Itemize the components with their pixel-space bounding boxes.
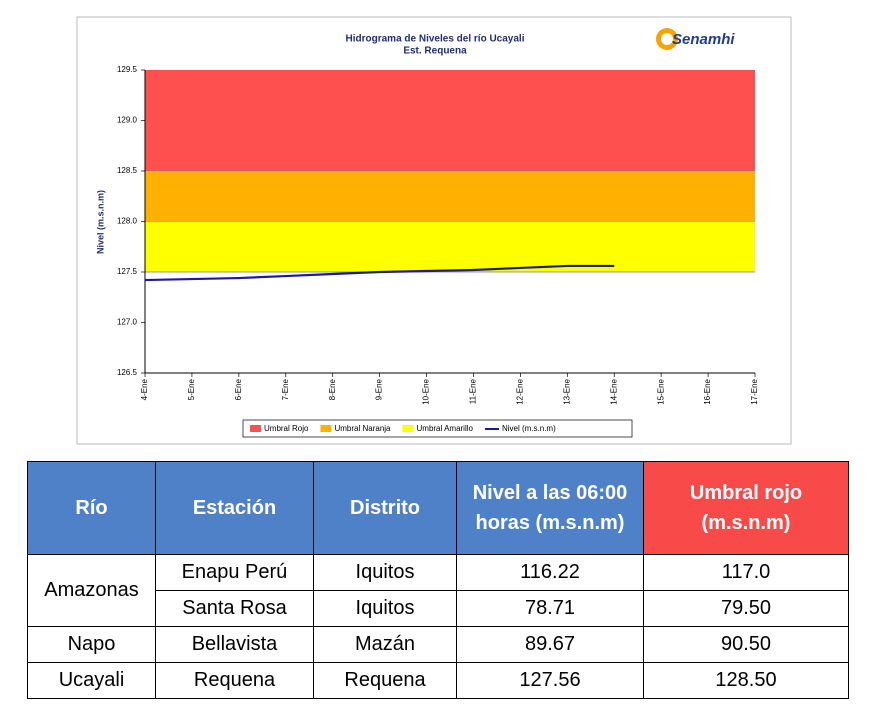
table-cell: 128.50 — [643, 662, 849, 699]
y-tick-label: 128.5 — [117, 166, 138, 175]
y-tick-label: 126.5 — [117, 368, 138, 377]
table-cell: Iquitos — [313, 590, 457, 627]
header-cell: Distrito — [313, 461, 457, 555]
x-tick-label: 5-Ene — [187, 378, 196, 400]
table-row: Amazonas Enapu Perú Iquitos 116.22 117.0 — [27, 554, 849, 627]
legend-label: Umbral Amarillo — [417, 424, 474, 433]
x-tick-label: 15-Ene — [656, 378, 665, 404]
table-row: Napo Bellavista Mazán 89.67 90.50 — [27, 626, 849, 663]
table-cell: 90.50 — [643, 626, 849, 663]
table-cell: 78.71 — [456, 590, 644, 627]
table-cell: Napo — [27, 626, 156, 663]
x-tick-label: 12-Ene — [515, 378, 524, 404]
x-tick-label: 8-Ene — [328, 378, 337, 400]
legend-frame — [242, 419, 633, 438]
x-tick-label: 11-Ene — [469, 378, 478, 404]
table-cell: 79.50 — [643, 590, 849, 627]
header-cell: Nivel a las 06:00 horas (m.s.n.m) — [456, 461, 644, 555]
table-cell: 116.22 — [456, 554, 644, 591]
table-cell: Requena — [155, 662, 314, 699]
chart-subtitle: Est. Requena — [403, 46, 467, 57]
level-line — [144, 264, 615, 282]
table-cell: 117.0 — [643, 554, 849, 591]
legend-label: Umbral Rojo — [264, 424, 309, 433]
chart-title: Hidrograma de Niveles del río Ucayali — [346, 34, 525, 45]
legend-label: Umbral Naranja — [334, 424, 391, 433]
table: Río Estación Distrito Nivel a las 06:00 hor… — [27, 461, 849, 699]
table-cell: Mazán — [313, 626, 457, 663]
x-tick-label: 16-Ene — [703, 378, 712, 404]
legend-swatch — [320, 425, 332, 432]
y-tick-label: 128.0 — [117, 217, 138, 226]
x-tick-label: 14-Ene — [609, 378, 618, 404]
x-tick-label: 10-Ene — [422, 378, 431, 404]
header-row: Río Estación Distrito Nivel a las 06:00 hor… — [27, 461, 849, 555]
logo-text: Senamhi — [672, 31, 735, 48]
legend-label: Nivel (m.s.n.m) — [502, 424, 556, 433]
table-cell: Enapu Perú — [155, 554, 314, 591]
table-cell: 127.56 — [456, 662, 644, 699]
logo: Senamhi — [656, 28, 735, 50]
x-tick-label: 17-Ene — [750, 378, 759, 404]
x-tick-label: 13-Ene — [562, 378, 571, 404]
y-tick-label: 129.0 — [117, 116, 138, 125]
x-tick-label: 4-Ene — [140, 378, 149, 400]
chart: Hidrograma de Niveles del río Ucayali Es… — [76, 16, 792, 445]
table-cell: Requena — [313, 662, 457, 699]
legend: Umbral Rojo Umbral Naranja Umbral Amarillo… — [242, 419, 633, 438]
x-tick-label: 9-Ene — [375, 378, 384, 400]
x-tick-label: 7-Ene — [281, 378, 290, 400]
y-axis-label: Nivel (m.s.n.m) — [95, 190, 105, 254]
table-row: Santa Rosa Iquitos 78.71 79.50 — [28, 590, 849, 627]
legend-swatch — [250, 425, 261, 432]
table-cell: Bellavista — [155, 626, 314, 663]
header-cell: Río — [27, 461, 156, 555]
threshold-band — [145, 221, 755, 272]
y-tick-label: 127.5 — [117, 267, 138, 276]
y-tick-label: 127.0 — [117, 318, 138, 327]
table-cell: 89.67 — [456, 626, 644, 663]
table-cell: Iquitos — [313, 554, 457, 591]
table-row: Ucayali Requena Requena 127.56 128.50 — [27, 662, 849, 699]
header-cell: Estación — [155, 461, 314, 555]
y-tick-label: 129.5 — [117, 65, 138, 74]
logo-sun-core — [661, 33, 673, 45]
header-cell: Umbral rojo (m.s.n.m) — [643, 461, 849, 555]
legend-swatch — [402, 425, 414, 432]
table-cell: Amazonas — [27, 554, 156, 627]
x-tick-label: 6-Ene — [234, 378, 243, 400]
table-cell: Santa Rosa — [155, 590, 314, 627]
threshold-band — [145, 70, 755, 171]
table-cell: Ucayali — [27, 662, 156, 699]
threshold-band — [145, 171, 755, 222]
table-body: Río Estación Distrito Nivel a las 06:00 hor… — [27, 461, 849, 699]
